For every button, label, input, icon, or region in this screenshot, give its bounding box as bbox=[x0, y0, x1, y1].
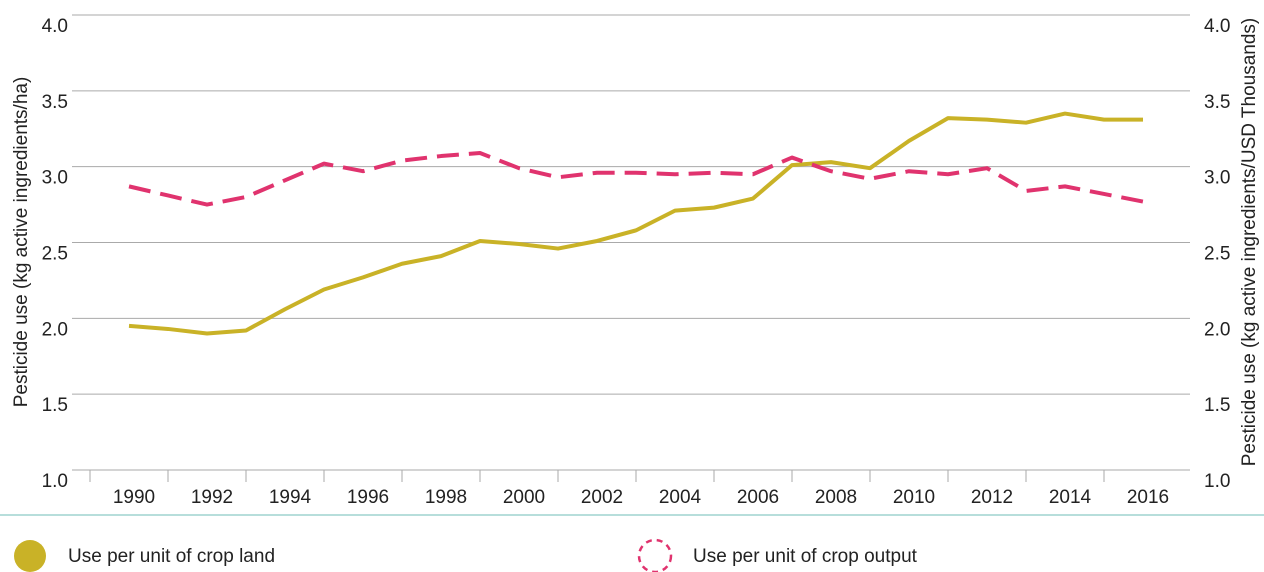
series-line bbox=[128, 111, 1143, 336]
y2-tick-label: 2.5 bbox=[1204, 244, 1230, 265]
x-tick-label: 2016 bbox=[1127, 487, 1169, 508]
y-axis-label: Pesticide use (kg active ingredients/ha) bbox=[11, 77, 32, 408]
y-tick-label: 4.0 bbox=[42, 16, 68, 37]
x-tick-label: 1990 bbox=[113, 487, 155, 508]
legend-swatch bbox=[14, 540, 46, 572]
x-tick-label: 1992 bbox=[191, 487, 233, 508]
series-line bbox=[128, 151, 1144, 207]
y2-axis-label: Pesticide use (kg active ingredients/USD… bbox=[1239, 18, 1260, 467]
y-tick-label: 1.0 bbox=[42, 471, 68, 492]
legend-label: Use per unit of crop land bbox=[68, 546, 275, 567]
x-tick-label: 1994 bbox=[269, 487, 312, 508]
y2-tick-label: 2.0 bbox=[1204, 319, 1230, 340]
y-tick-label: 1.5 bbox=[42, 395, 68, 416]
x-tick-label: 2002 bbox=[581, 487, 623, 508]
x-tick-label: 2000 bbox=[503, 487, 545, 508]
x-tick-label: 2006 bbox=[737, 487, 779, 508]
y-tick-label: 3.5 bbox=[42, 92, 68, 113]
y-tick-label: 3.0 bbox=[42, 168, 68, 189]
x-tick-label: 2012 bbox=[971, 487, 1013, 508]
legend-label: Use per unit of crop output bbox=[693, 546, 918, 567]
y2-tick-label: 1.0 bbox=[1204, 471, 1230, 492]
y2-tick-label: 4.0 bbox=[1204, 16, 1230, 37]
y2-tick-label: 3.5 bbox=[1204, 92, 1230, 113]
y2-tick-label: 3.0 bbox=[1204, 168, 1230, 189]
x-tick-label: 2008 bbox=[815, 487, 857, 508]
x-tick-label: 2004 bbox=[659, 487, 702, 508]
x-tick-label: 1998 bbox=[425, 487, 467, 508]
y2-tick-label: 1.5 bbox=[1204, 395, 1230, 416]
x-tick-label: 2014 bbox=[1049, 487, 1092, 508]
x-tick-label: 2010 bbox=[893, 487, 935, 508]
y-tick-label: 2.0 bbox=[42, 319, 68, 340]
legend-swatch bbox=[637, 538, 673, 572]
x-tick-label: 1996 bbox=[347, 487, 389, 508]
y-tick-label: 2.5 bbox=[42, 244, 68, 265]
